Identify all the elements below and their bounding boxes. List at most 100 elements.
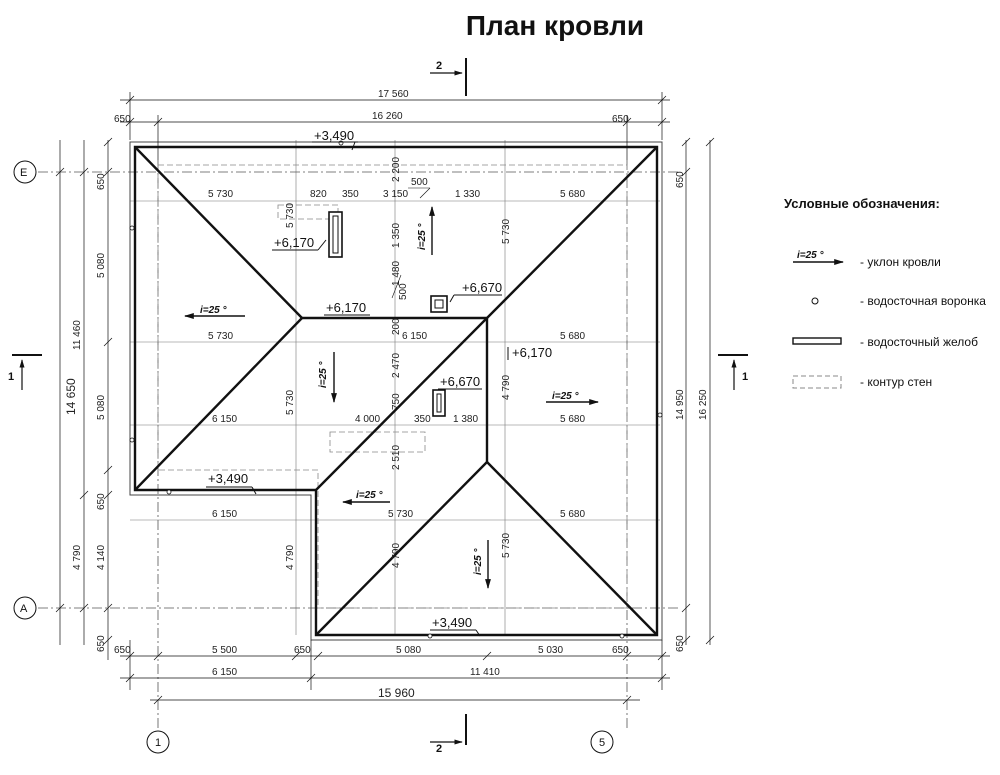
dim-left-part2: 4 790 <box>72 545 83 570</box>
svg-text:5 680: 5 680 <box>560 189 585 200</box>
svg-text:+3,490: +3,490 <box>208 471 248 486</box>
svg-text:500: 500 <box>411 177 428 188</box>
svg-text:i=25 °: i=25 ° <box>356 490 384 501</box>
svg-text:1: 1 <box>155 737 161 749</box>
slope-left: i=25 ° <box>184 305 245 319</box>
svg-text:5 680: 5 680 <box>560 509 585 520</box>
dims-row2: 5 730 6 150 5 680 <box>208 331 585 342</box>
skylight-center <box>432 389 446 417</box>
svg-text:750: 750 <box>391 393 402 410</box>
svg-text:5 730: 5 730 <box>501 219 512 244</box>
svg-text:5 730: 5 730 <box>285 203 296 228</box>
legend: Условные обозначения: i=25 ° - уклон кро… <box>784 196 986 389</box>
level-chimney: +6,670 <box>449 280 502 303</box>
dims-bottom <box>120 640 670 705</box>
dims-vertical: 2 200 500 1 350 1 480 500 200 2 470 750 … <box>285 157 512 570</box>
section-mark-left: 1 <box>8 354 42 390</box>
dims-left <box>55 137 113 660</box>
svg-text:i=25 °: i=25 ° <box>473 547 484 575</box>
svg-text:i=25 °: i=25 ° <box>318 360 329 388</box>
svg-text:820: 820 <box>310 189 327 200</box>
svg-text:6 150: 6 150 <box>212 667 237 678</box>
svg-text:2: 2 <box>436 743 442 755</box>
dims-right <box>681 137 715 645</box>
svg-text:- водосточный желоб: - водосточный желоб <box>860 335 978 349</box>
dim-top-total: 17 560 <box>378 89 409 100</box>
svg-text:6 150: 6 150 <box>212 414 237 425</box>
svg-text:+3,490: +3,490 <box>314 128 354 143</box>
svg-text:5 080: 5 080 <box>96 395 107 420</box>
legend-title: Условные обозначения: <box>784 196 940 211</box>
svg-text:- контур стен: - контур стен <box>860 375 932 389</box>
slope-bottom: i=25 ° <box>473 540 491 589</box>
svg-text:650: 650 <box>294 645 311 656</box>
svg-text:4 000: 4 000 <box>355 414 380 425</box>
dim-bottom-total: 15 960 <box>378 686 415 700</box>
level-bottom-eave: +3,490 <box>430 615 481 637</box>
svg-text:1: 1 <box>8 371 14 383</box>
svg-text:5 730: 5 730 <box>208 331 233 342</box>
slope-bottom-left: i=25 ° <box>342 490 390 505</box>
dim-left-part1: 11 460 <box>72 320 83 350</box>
dim-left-total: 14 650 <box>64 378 78 415</box>
section-mark-bottom: 2 <box>430 714 467 755</box>
svg-text:5 680: 5 680 <box>560 331 585 342</box>
page-title: План кровли <box>465 10 645 41</box>
svg-text:i=25 °: i=25 ° <box>417 222 428 250</box>
dim-right-total: 16 250 <box>698 389 709 420</box>
dims-row4: 6 150 5 730 5 680 <box>212 509 585 520</box>
dims-row1: 5 730 820 350 3 150 1 330 5 680 <box>208 189 585 200</box>
legend-item-gutter: - водосточный желоб <box>792 335 978 349</box>
chimney <box>430 295 448 313</box>
svg-text:650: 650 <box>675 635 686 652</box>
svg-text:5 500: 5 500 <box>212 645 237 656</box>
svg-text:650: 650 <box>114 645 131 656</box>
svg-text:4 790: 4 790 <box>391 543 402 568</box>
svg-text:5 680: 5 680 <box>560 414 585 425</box>
svg-text:+6,170: +6,170 <box>274 235 314 250</box>
svg-text:3 150: 3 150 <box>383 189 408 200</box>
svg-text:6 150: 6 150 <box>212 509 237 520</box>
svg-text:5: 5 <box>599 737 605 749</box>
svg-text:1 350: 1 350 <box>391 223 402 248</box>
slope-arrows: i=25 ° i=25 ° i=25 ° i=25 ° i=25 ° i=25 … <box>184 206 599 589</box>
grid-lines <box>130 140 660 635</box>
axis-bubble-e: Е <box>13 160 37 184</box>
legend-item-slope: i=25 ° - уклон кровли <box>793 250 941 269</box>
legend-item-walls: - контур стен <box>792 375 932 389</box>
svg-text:4 790: 4 790 <box>285 545 296 570</box>
svg-text:i=25 °: i=25 ° <box>200 305 228 316</box>
svg-text:1 380: 1 380 <box>453 414 478 425</box>
svg-text:А: А <box>20 603 28 615</box>
svg-text:650: 650 <box>96 173 107 190</box>
svg-text:2 200: 2 200 <box>391 157 402 182</box>
svg-text:2 510: 2 510 <box>391 445 402 470</box>
svg-text:5 080: 5 080 <box>396 645 421 656</box>
section-mark-right: 1 <box>718 354 748 390</box>
svg-text:+6,670: +6,670 <box>440 374 480 389</box>
level-top-eave: +3,490 <box>312 128 358 151</box>
svg-text:650: 650 <box>675 171 686 188</box>
svg-text:500: 500 <box>398 283 409 300</box>
svg-text:5 730: 5 730 <box>208 189 233 200</box>
level-center-skylight: +6,670 <box>438 374 482 390</box>
svg-text:+3,490: +3,490 <box>432 615 472 630</box>
roof-ridges <box>134 146 658 636</box>
slope-right: i=25 ° <box>546 391 599 405</box>
slope-center: i=25 ° <box>318 352 337 403</box>
svg-text:+6,670: +6,670 <box>462 280 502 295</box>
axis-bubble-1: 1 <box>146 730 170 754</box>
svg-text:650: 650 <box>96 635 107 652</box>
svg-text:5 080: 5 080 <box>96 253 107 278</box>
level-ridge: +6,170 <box>324 300 370 316</box>
svg-text:5 730: 5 730 <box>285 390 296 415</box>
svg-text:5 030: 5 030 <box>538 645 563 656</box>
svg-text:1: 1 <box>742 371 748 383</box>
svg-text:350: 350 <box>414 414 431 425</box>
svg-text:350: 350 <box>342 189 359 200</box>
svg-text:1 330: 1 330 <box>455 189 480 200</box>
svg-text:200: 200 <box>391 318 402 335</box>
dim-top-inner: 16 260 <box>372 111 403 122</box>
dim-right-inner: 14 950 <box>675 389 686 420</box>
